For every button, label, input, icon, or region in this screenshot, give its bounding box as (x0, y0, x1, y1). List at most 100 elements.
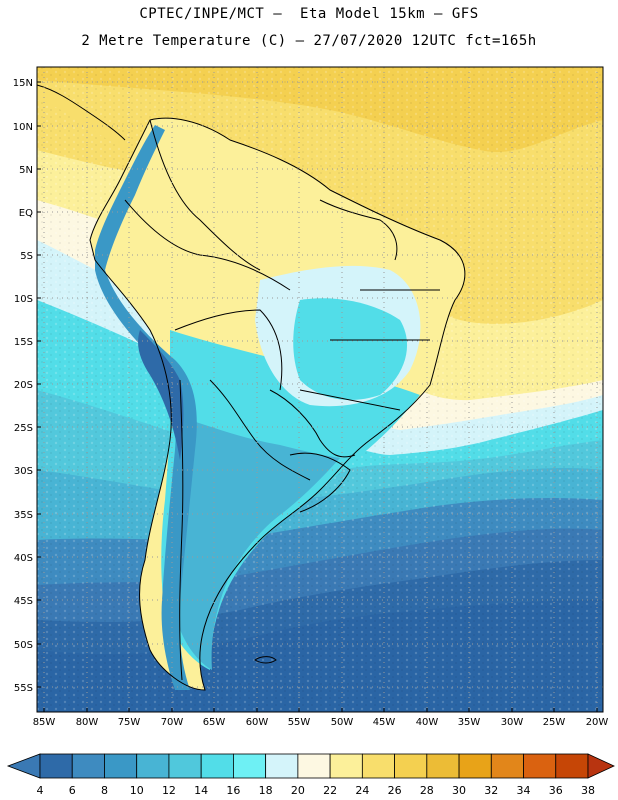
colorbar-cell (265, 753, 299, 779)
lon-label: 20W (586, 717, 609, 728)
colorbar-cell (458, 753, 492, 779)
lon-tick: 50W (331, 708, 354, 728)
lon-label: 65W (203, 717, 226, 728)
border-peru-brazil (124, 199, 291, 291)
border-colombia-venezuela (149, 119, 261, 271)
lat-tick: 55S (14, 683, 41, 694)
colorbar-cells (6, 753, 615, 779)
colorbar-label: 28 (420, 784, 434, 797)
colorbar-label: 10 (130, 784, 144, 797)
lat-label: 50S (14, 640, 33, 651)
colorbar-cell (329, 753, 363, 779)
lat-tick: 5S (20, 251, 41, 262)
colorbar-label: 22 (323, 784, 337, 797)
lat-label: 5S (20, 251, 33, 262)
lon-tick: 25W (543, 708, 566, 728)
colorbar-arrow-low (6, 753, 41, 779)
border-uruguay (289, 452, 351, 513)
colorbar-label: 20 (291, 784, 305, 797)
colorbar-label: 30 (452, 784, 466, 797)
lat-label: 20S (14, 380, 33, 391)
lat-tick: 45S (14, 596, 41, 607)
central-america-coast (37, 84, 126, 141)
lat-label: 15S (14, 337, 33, 348)
lat-tick: 25S (14, 423, 41, 434)
colorbar-label: 24 (355, 784, 369, 797)
brazil-highland-cool (293, 298, 408, 400)
colorbar-cell (523, 753, 557, 779)
lon-tick: 60W (246, 708, 269, 728)
colorbar-label: 34 (517, 784, 531, 797)
colorbar-label: 26 (388, 784, 402, 797)
colorbar: 4 6 8 10 12 14 16 18 20 22 24 26 28 30 32 34 36 38 (6, 753, 615, 797)
border-paraguay (269, 389, 356, 458)
colorbar-cell (136, 753, 170, 779)
lon-label: 60W (246, 717, 269, 728)
colorbar-arrow-high (587, 753, 615, 779)
boundaries (37, 84, 466, 691)
lat-tick: 15S (14, 337, 41, 348)
colorbar-label: 36 (549, 784, 563, 797)
lat-label: 15N (13, 78, 33, 89)
lon-tick: 80W (76, 708, 98, 728)
colorbar-cell (71, 753, 105, 779)
map-frame (36, 66, 604, 713)
colorbar-cell (200, 753, 234, 779)
colorbar-labels: 4 6 8 10 12 14 16 18 20 22 24 26 28 30 32 34 36 38 (37, 784, 596, 797)
lat-label: 45S (14, 596, 33, 607)
colorbar-cell (490, 753, 524, 779)
lat-tick: 5N (19, 165, 41, 176)
map-field (37, 67, 603, 712)
colorbar-label: 18 (259, 784, 273, 797)
colorbar-label: 12 (162, 784, 176, 797)
lon-label: 55W (288, 717, 311, 728)
lat-tick: 10N (13, 122, 41, 133)
lon-tick: 45W (373, 708, 396, 728)
colorbar-cell (297, 753, 331, 779)
lat-tick: 40S (14, 553, 41, 564)
lat-tick: 15N (13, 78, 41, 89)
lon-label: 70W (161, 717, 184, 728)
lon-label: 85W (33, 717, 56, 728)
lon-label: 50W (331, 717, 354, 728)
lat-tick: 50S (14, 640, 41, 651)
lon-label: 35W (458, 717, 481, 728)
continent-coastline (89, 117, 466, 691)
lat-label: 25S (14, 423, 33, 434)
lat-tick: EQ (19, 208, 41, 219)
longitude-axis: 85W 80W 75W 70W 65W 60W 55W 50W 45W 40W … (33, 708, 609, 728)
lat-label: 5N (19, 165, 33, 176)
lat-label: EQ (19, 208, 33, 219)
lat-label: 40S (14, 553, 33, 564)
lon-tick: 20W (586, 708, 609, 728)
title-line-2: 2 Metre Temperature (C) – 27/07/2020 12U… (81, 33, 537, 49)
lat-label: 10S (14, 294, 33, 305)
lat-label: 30S (14, 466, 33, 477)
lon-label: 30W (501, 717, 524, 728)
lat-tick: 20S (14, 380, 41, 391)
lon-tick: 75W (118, 708, 141, 728)
lon-tick: 35W (458, 708, 481, 728)
falkland-islands (254, 656, 277, 664)
border-chile-argentina (179, 379, 184, 681)
brazil-state-lines (299, 289, 440, 411)
border-argentina-north (209, 379, 311, 481)
lon-label: 25W (543, 717, 566, 728)
central-america-land (37, 85, 130, 150)
colorbar-label: 16 (226, 784, 240, 797)
lon-label: 45W (373, 717, 396, 728)
lat-label: 35S (14, 510, 33, 521)
colorbar-cell (361, 753, 395, 779)
lon-label: 75W (118, 717, 141, 728)
colorbar-label: 4 (37, 784, 44, 797)
colorbar-label: 32 (484, 784, 498, 797)
lat-label: 55S (14, 683, 33, 694)
lon-label: 40W (416, 717, 439, 728)
lon-tick: 65W (203, 708, 226, 728)
colorbar-label: 6 (69, 784, 76, 797)
colorbar-cell (39, 753, 73, 779)
colorbar-cell (426, 753, 460, 779)
border-guianas (319, 199, 398, 261)
lat-label: 10N (13, 122, 33, 133)
colorbar-cell (394, 753, 428, 779)
